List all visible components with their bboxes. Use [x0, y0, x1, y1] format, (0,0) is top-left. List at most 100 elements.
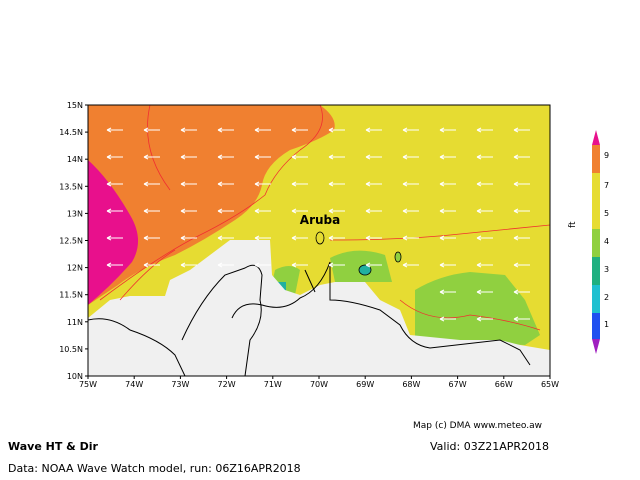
wave-arrow — [180, 154, 197, 160]
source: Data: NOAA Wave Watch model, run: 06Z16A… — [8, 462, 301, 475]
land — [88, 240, 550, 376]
lat-label: 10.5N — [59, 345, 83, 354]
wave-arrow — [328, 235, 345, 241]
wave-arrow — [402, 154, 419, 160]
wave-arrow — [180, 235, 197, 241]
wave-arrow — [291, 262, 308, 268]
wave-arrow — [254, 181, 271, 187]
lat-label: 11.5N — [59, 291, 83, 300]
island — [394, 251, 402, 263]
wave-arrow — [106, 208, 123, 214]
wave-arrow — [106, 127, 123, 133]
wave-arrow — [476, 316, 493, 322]
lon-label: 65W — [541, 380, 559, 389]
wave-arrow — [291, 181, 308, 187]
lon-label: 75W — [79, 380, 97, 389]
wave-arrow — [513, 181, 530, 187]
wave-arrow — [513, 235, 530, 241]
wave-arrow — [513, 154, 530, 160]
wave-arrow — [106, 235, 123, 241]
wave-arrow — [365, 262, 382, 268]
wave-arrow — [143, 127, 160, 133]
wave-arrow — [106, 154, 123, 160]
wave-arrow — [476, 181, 493, 187]
wave-arrow — [365, 235, 382, 241]
lat-label: 10N — [67, 372, 83, 381]
wave-arrow — [513, 316, 530, 322]
wave-arrow — [106, 181, 123, 187]
wave-arrow — [143, 262, 160, 268]
legend-arrow — [592, 339, 600, 354]
wave-arrow — [439, 316, 456, 322]
arrows — [106, 127, 530, 322]
wave-arrow — [143, 154, 160, 160]
wave-arrow — [106, 262, 123, 268]
wave-arrow — [217, 262, 234, 268]
wave-arrow — [328, 262, 345, 268]
lat-label: 13.5N — [59, 182, 83, 191]
wave-arrow — [217, 181, 234, 187]
legend-swatch — [592, 145, 600, 173]
legend-swatch — [592, 257, 600, 285]
wave-arrow — [476, 235, 493, 241]
wave-arrow — [291, 208, 308, 214]
wave-arrow — [439, 235, 456, 241]
legend-unit: ft — [568, 221, 578, 228]
wave-arrow — [513, 289, 530, 295]
wave-arrow — [180, 127, 197, 133]
wave-arrow — [365, 154, 382, 160]
legend-label: 4 — [604, 237, 609, 246]
wave-arrow — [402, 127, 419, 133]
legend-label: 5 — [604, 209, 609, 218]
lat-label: 13N — [67, 209, 83, 218]
legend-label: 3 — [604, 265, 609, 274]
wave-arrow — [291, 235, 308, 241]
lon-label: 70W — [310, 380, 328, 389]
wave-arrow — [254, 154, 271, 160]
wave-arrow — [402, 262, 419, 268]
wave-arrow — [476, 154, 493, 160]
wave-arrow — [439, 127, 456, 133]
wave-arrow — [143, 235, 160, 241]
wave-arrow — [328, 127, 345, 133]
wave-arrow — [291, 154, 308, 160]
wave-arrow — [254, 262, 271, 268]
lon-label: 66W — [495, 380, 513, 389]
wave-arrow — [365, 127, 382, 133]
legend-arrow — [592, 130, 600, 145]
sea-orange — [88, 105, 335, 305]
lon-label: 72W — [218, 380, 236, 389]
wave-arrow — [217, 208, 234, 214]
wave-arrow — [180, 208, 197, 214]
sea-green — [415, 272, 540, 345]
lat-label: 11N — [67, 318, 83, 327]
title: Wave HT & Dir — [8, 440, 98, 453]
legend-label: 9 — [604, 151, 609, 160]
lat-label: 12N — [67, 264, 83, 273]
wave-arrow — [476, 127, 493, 133]
sea-magenta — [88, 160, 139, 305]
legend-swatch — [592, 173, 600, 229]
legend-swatch — [592, 229, 600, 257]
wave-arrow — [254, 208, 271, 214]
lon-label: 73W — [171, 380, 189, 389]
legend-label: 2 — [604, 293, 609, 302]
legend-label: 1 — [604, 320, 609, 329]
wave-arrow — [513, 127, 530, 133]
lon-label: 67W — [449, 380, 467, 389]
wave-arrow — [328, 154, 345, 160]
lon-label: 71W — [264, 380, 282, 389]
contour — [99, 104, 551, 331]
lat-label: 15N — [67, 101, 83, 110]
lat-label: 14N — [67, 155, 83, 164]
wave-arrow — [439, 289, 456, 295]
wave-arrow — [476, 208, 493, 214]
wave-arrow — [180, 262, 197, 268]
wave-arrow — [476, 289, 493, 295]
wave-arrow — [439, 154, 456, 160]
wave-arrow — [365, 208, 382, 214]
lat-label: 12.5N — [59, 237, 83, 246]
wave-arrow — [217, 235, 234, 241]
legend-swatch — [592, 285, 600, 313]
